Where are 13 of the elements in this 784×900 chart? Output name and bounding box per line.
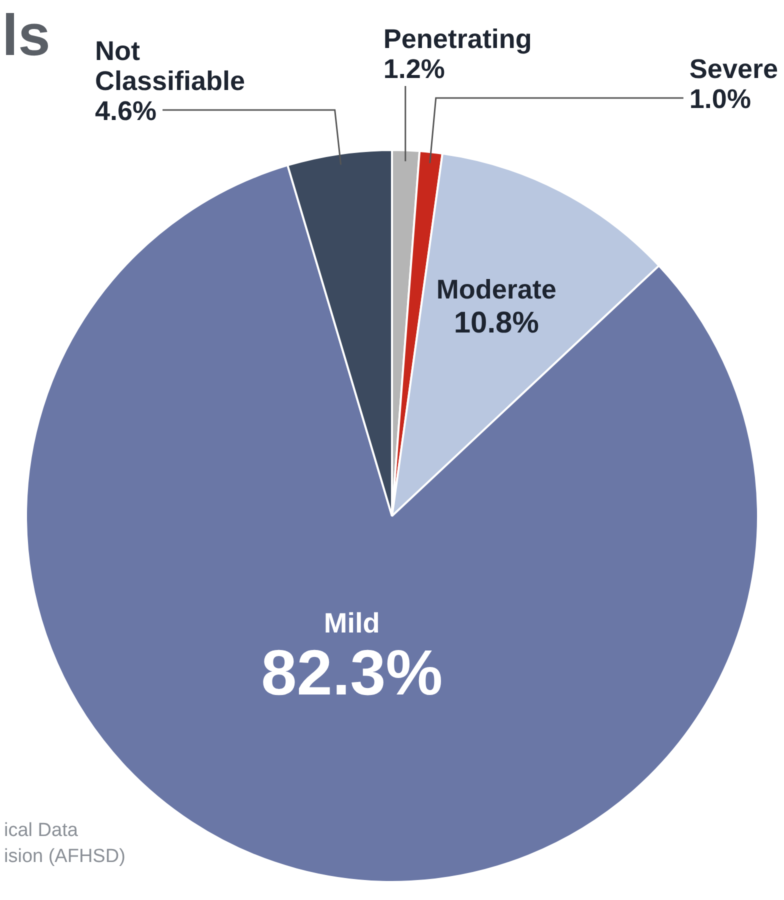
data-label: 10.8%	[454, 306, 539, 340]
slice-label: Severe	[689, 54, 778, 84]
chart-title: ls	[2, 2, 50, 69]
data-label: 1.0%	[689, 84, 751, 114]
text: ical Data	[4, 819, 79, 843]
slice-label: Not Classifiable	[95, 36, 246, 96]
data-label: 4.6%	[95, 96, 157, 126]
data-label: 1.2%	[383, 54, 445, 84]
slice-label: Penetrating	[383, 24, 532, 54]
slice-label: Moderate	[436, 274, 556, 305]
text: ision (AFHSD)	[4, 845, 126, 869]
data-label: 82.3%	[261, 636, 443, 708]
slice-label: Mild	[324, 607, 380, 638]
